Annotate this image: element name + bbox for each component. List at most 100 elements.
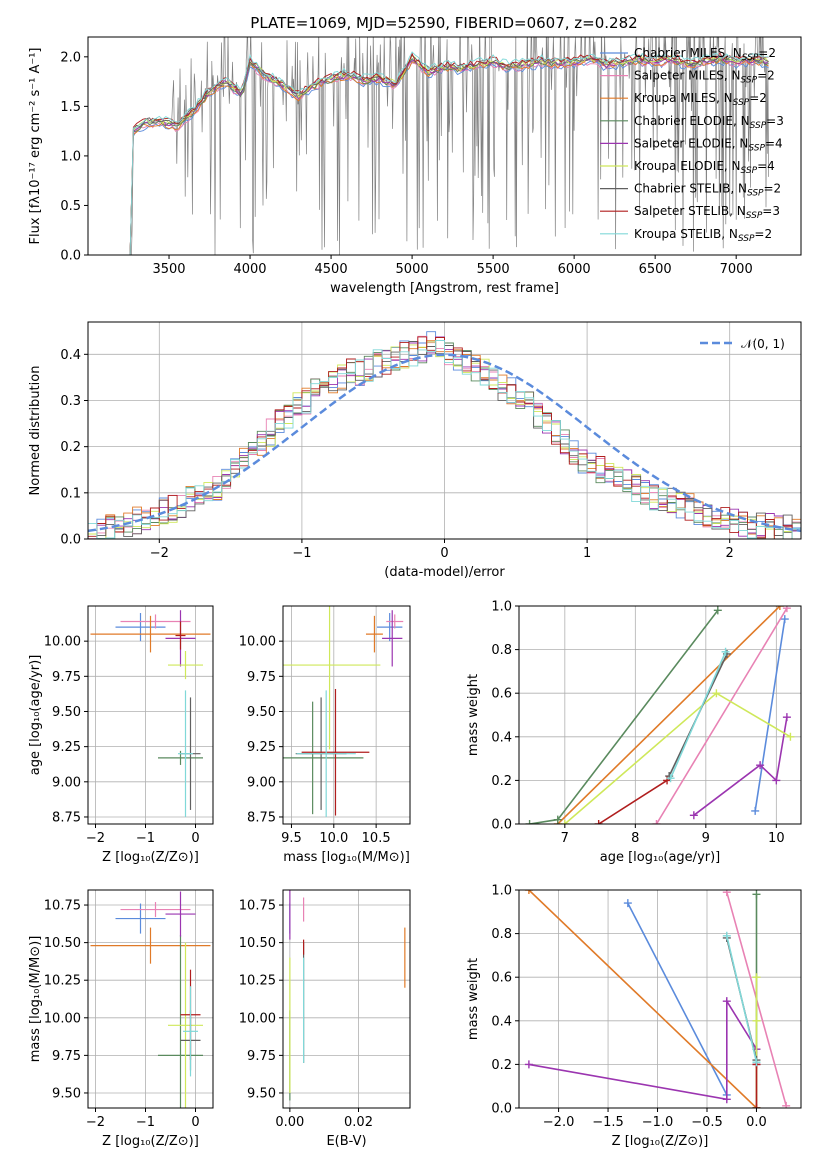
legend-entry: Chabrier STELIB, NSSP=2 bbox=[634, 182, 781, 199]
mass-weight-marker bbox=[712, 689, 721, 698]
plot-area bbox=[283, 606, 404, 817]
legend-entry: Salpeter STELIB, NSSP=3 bbox=[634, 204, 780, 221]
y-tick-label: 0.0 bbox=[491, 1102, 512, 1117]
x-tick-label: 10.5 bbox=[362, 831, 391, 846]
y-tick-label: 9.25 bbox=[52, 740, 81, 755]
axes-frame bbox=[87, 605, 214, 825]
y-tick-label: 10.00 bbox=[44, 1011, 81, 1026]
data-point bbox=[175, 621, 186, 650]
y-tick-label: 10.00 bbox=[239, 635, 276, 650]
mass-weight-marker bbox=[560, 820, 569, 824]
x-tick-label: −2 bbox=[150, 546, 169, 561]
y-tick-label: 0.6 bbox=[491, 687, 512, 702]
axes-frame bbox=[518, 605, 802, 825]
legend-entry: Chabrier ELODIE, NSSP=3 bbox=[634, 114, 784, 131]
mass-weight-marker bbox=[752, 890, 761, 899]
x-tick-label: 0.0 bbox=[746, 1115, 767, 1130]
x-tick-label: 0 bbox=[191, 1115, 199, 1130]
x-tick-label: −1 bbox=[136, 1115, 155, 1130]
y-tick-label: 0.4 bbox=[60, 348, 81, 363]
data-point bbox=[376, 613, 403, 642]
x-tick-label: 0 bbox=[191, 831, 199, 846]
axes-background bbox=[283, 606, 410, 824]
data-point bbox=[168, 942, 203, 1108]
x-axis-label: Z [log₁₀(Z/Z⊙)] bbox=[612, 1134, 709, 1149]
y-tick-label: 0.2 bbox=[491, 1058, 512, 1073]
x-tick-label: −2.0 bbox=[543, 1115, 575, 1130]
x-tick-label: 7 bbox=[561, 831, 569, 846]
x-axis-label: age [log₁₀(age/yr)] bbox=[600, 850, 721, 865]
x-axis-label: mass [log₁₀(M/M⊙)] bbox=[283, 850, 410, 865]
y-tick-label: 10.00 bbox=[239, 1011, 276, 1026]
y-tick-label: 10.75 bbox=[239, 899, 276, 914]
x-axis-label: E(B-V) bbox=[326, 1134, 366, 1149]
mass-weight-line bbox=[693, 717, 788, 816]
spectrum-model-line bbox=[120, 51, 769, 255]
y-tick-label: 9.75 bbox=[247, 670, 276, 685]
plot-area bbox=[120, 37, 769, 255]
legend-entry: Chabrier MILES, NSSP=2 bbox=[634, 46, 776, 63]
x-tick-label: 10 bbox=[768, 831, 785, 846]
x-tick-label: 5000 bbox=[396, 262, 429, 277]
mass-weight-marker bbox=[752, 1058, 761, 1067]
mass-weight-marker bbox=[772, 776, 781, 785]
data-point bbox=[283, 606, 381, 750]
mass-weight-marker bbox=[752, 973, 761, 982]
y-tick-label: 10.50 bbox=[239, 936, 276, 951]
data-point bbox=[115, 613, 166, 642]
y-tick-label: 1.0 bbox=[491, 884, 512, 899]
x-tick-label: −2 bbox=[86, 831, 105, 846]
legend-entry: Kroupa ELODIE, NSSP=4 bbox=[634, 159, 775, 176]
data-point bbox=[90, 927, 211, 964]
y-tick-label: 0.5 bbox=[60, 199, 81, 214]
mass-weight-line bbox=[669, 651, 727, 779]
mass-weight-marker bbox=[751, 806, 760, 815]
y-tick-label: 0.2 bbox=[491, 774, 512, 789]
y-tick-label: 9.75 bbox=[52, 670, 81, 685]
y-tick-label: 9.75 bbox=[247, 1049, 276, 1064]
mass-weight-marker bbox=[752, 1016, 761, 1025]
axes-frame bbox=[87, 36, 802, 256]
x-tick-label: −1 bbox=[136, 831, 155, 846]
panel-spectrum: Chabrier MILES, NSSP=2 Salpeter MILES, NS… bbox=[28, 36, 802, 296]
mass-weight-line bbox=[598, 779, 668, 824]
y-tick-label: 9.00 bbox=[247, 775, 276, 790]
panel-mass-vs-Z: −2 −1 0 9.50 9.75 10.00 10.25 10.50 10.75 Z [log₁… bbox=[28, 889, 214, 1149]
data-point bbox=[120, 902, 191, 918]
legend-entry: Kroupa MILES, NSSP=2 bbox=[634, 91, 767, 108]
y-tick-label: 0.2 bbox=[60, 440, 81, 455]
y-tick-label: 0.4 bbox=[491, 730, 512, 745]
plot-area bbox=[90, 610, 211, 817]
data-point bbox=[168, 651, 203, 680]
legend-entry: Salpeter MILES, NSSP=2 bbox=[634, 69, 775, 86]
y-tick-label: 0.6 bbox=[491, 971, 512, 986]
y-tick-label: 0.0 bbox=[60, 533, 81, 548]
y-tick-label: 0.3 bbox=[60, 394, 81, 409]
mass-weight-marker bbox=[722, 1095, 731, 1104]
plot-area bbox=[289, 890, 406, 1101]
y-axis-label: mass weight bbox=[466, 958, 481, 1040]
data-point bbox=[158, 935, 203, 1108]
figure-title: PLATE=1069, MJD=52590, FIBERID=0607, z=0… bbox=[250, 14, 637, 32]
mass-weight-marker bbox=[623, 899, 632, 908]
axes-frame bbox=[87, 889, 214, 1109]
x-tick-label: 0 bbox=[440, 546, 448, 561]
mass-weight-marker bbox=[780, 615, 789, 624]
x-axis-label: Z [log₁₀(Z/Z⊙)] bbox=[102, 1134, 199, 1149]
legend-entry: Kroupa STELIB, NSSP=2 bbox=[634, 227, 772, 244]
data-point bbox=[120, 614, 191, 629]
mass-weight-marker bbox=[752, 1104, 761, 1108]
mass-weight-marker bbox=[652, 820, 661, 824]
panel-mass-weight-vs-Z: −2.0 −1.5 −1.0 −0.5 0.0 0.0 0.2 0.4 0.6 0.8 1.0 Z [… bbox=[466, 884, 802, 1149]
mass-weight-marker bbox=[786, 732, 795, 741]
mass-weight-marker bbox=[782, 713, 791, 722]
y-tick-label: 9.50 bbox=[52, 1086, 81, 1101]
x-axis-label: (data-model)/error bbox=[384, 565, 505, 580]
plot-area bbox=[90, 891, 211, 1108]
data-point bbox=[386, 614, 404, 629]
mass-weight-marker bbox=[775, 606, 784, 610]
data-point bbox=[301, 688, 370, 816]
x-tick-label: −2 bbox=[86, 1115, 105, 1130]
y-tick-label: 0.8 bbox=[491, 643, 512, 658]
